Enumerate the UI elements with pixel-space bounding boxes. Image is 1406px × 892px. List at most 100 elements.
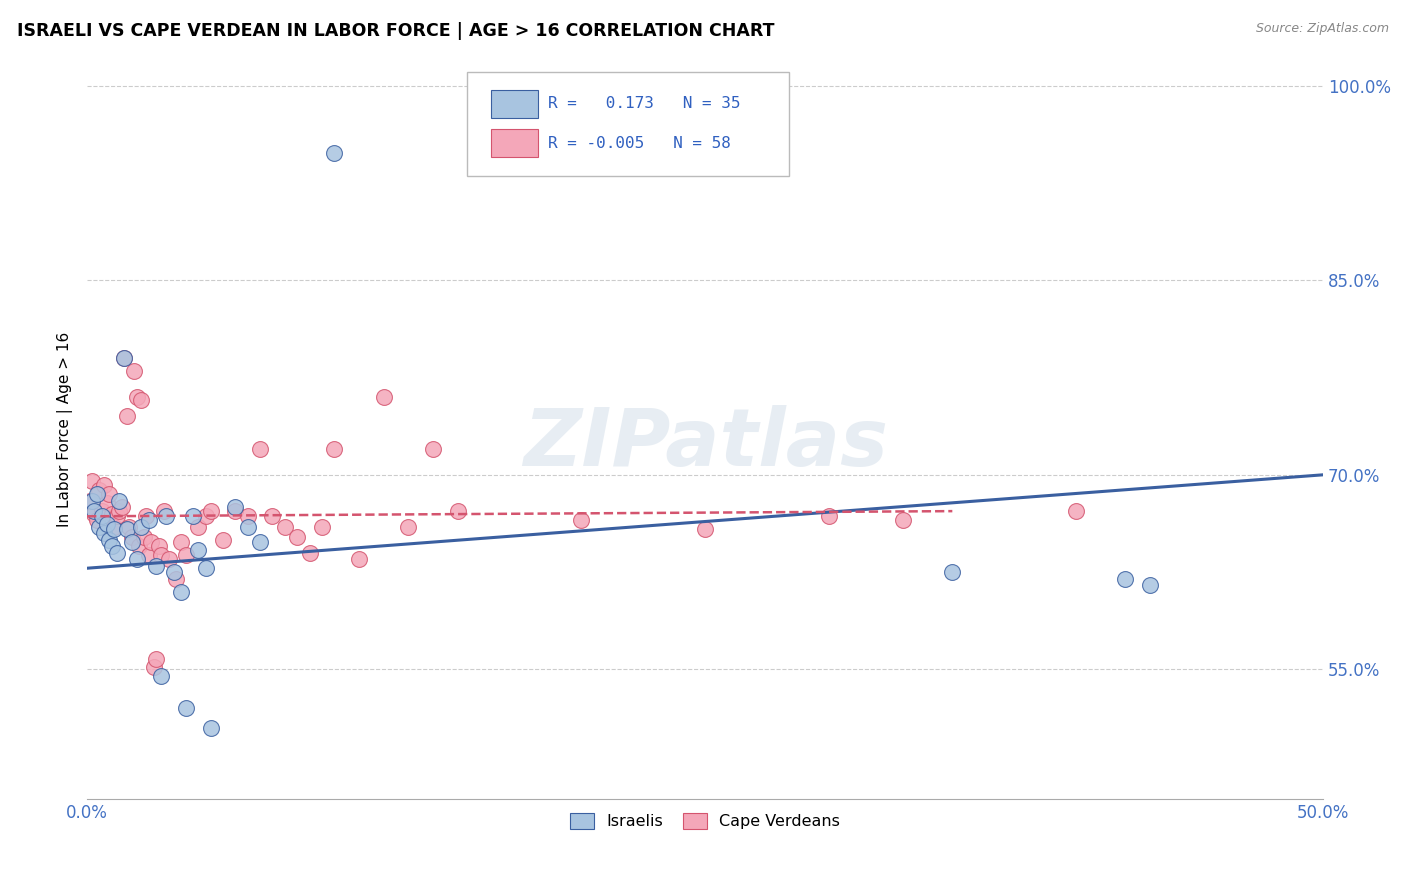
Point — [150, 548, 173, 562]
Point — [96, 517, 118, 532]
Point — [79, 493, 101, 508]
Text: R = -0.005   N = 58: R = -0.005 N = 58 — [548, 136, 731, 151]
Point — [112, 351, 135, 365]
Point — [174, 548, 197, 562]
Point — [323, 442, 346, 456]
Point — [96, 496, 118, 510]
Point — [122, 364, 145, 378]
Point — [817, 509, 839, 524]
Point — [373, 390, 395, 404]
FancyBboxPatch shape — [491, 129, 538, 157]
Point — [145, 558, 167, 573]
Point — [155, 509, 177, 524]
Point — [422, 442, 444, 456]
Point — [183, 509, 205, 524]
Point — [194, 509, 217, 524]
Point — [262, 509, 284, 524]
Point — [93, 526, 115, 541]
Point — [98, 487, 121, 501]
Point — [165, 572, 187, 586]
Point — [194, 561, 217, 575]
Point — [157, 552, 180, 566]
Point — [145, 652, 167, 666]
Point — [162, 565, 184, 579]
Point — [274, 519, 297, 533]
Point — [121, 530, 143, 544]
Point — [347, 552, 370, 566]
Point — [200, 504, 222, 518]
Point — [138, 548, 160, 562]
Point — [236, 519, 259, 533]
Point — [115, 409, 138, 424]
Text: ISRAELI VS CAPE VERDEAN IN LABOR FORCE | AGE > 16 CORRELATION CHART: ISRAELI VS CAPE VERDEAN IN LABOR FORCE |… — [17, 22, 775, 40]
Point — [98, 533, 121, 547]
Point — [152, 504, 174, 518]
Point — [118, 519, 141, 533]
Point — [249, 442, 271, 456]
Point — [212, 533, 235, 547]
Text: R =   0.173   N = 35: R = 0.173 N = 35 — [548, 96, 741, 112]
Point — [571, 513, 593, 527]
Y-axis label: In Labor Force | Age > 16: In Labor Force | Age > 16 — [58, 332, 73, 527]
Point — [93, 478, 115, 492]
Point — [131, 392, 153, 407]
Point — [224, 504, 246, 518]
Point — [141, 535, 163, 549]
Point — [101, 507, 124, 521]
Point — [224, 500, 246, 515]
Point — [105, 546, 128, 560]
Point — [125, 552, 148, 566]
Point — [941, 565, 963, 579]
Point — [86, 513, 108, 527]
Point — [138, 513, 160, 527]
Point — [80, 493, 103, 508]
Point — [150, 669, 173, 683]
Point — [693, 522, 716, 536]
Point — [142, 660, 165, 674]
Point — [83, 507, 105, 521]
Point — [90, 504, 112, 518]
Point — [108, 493, 131, 508]
Point — [112, 351, 135, 365]
Point — [103, 519, 125, 533]
Point — [148, 539, 170, 553]
Point — [187, 519, 209, 533]
Point — [132, 530, 155, 544]
Point — [101, 539, 124, 553]
Point — [200, 721, 222, 735]
Point — [311, 519, 333, 533]
Point — [170, 535, 193, 549]
Point — [89, 519, 111, 533]
Point — [121, 535, 143, 549]
Point — [115, 522, 138, 536]
Point — [187, 543, 209, 558]
Legend: Israelis, Cape Verdeans: Israelis, Cape Verdeans — [564, 806, 846, 836]
Point — [103, 522, 125, 536]
Point — [105, 509, 128, 524]
Text: Source: ZipAtlas.com: Source: ZipAtlas.com — [1256, 22, 1389, 36]
Point — [111, 500, 134, 515]
Point — [298, 546, 321, 560]
Point — [447, 504, 470, 518]
Point — [285, 530, 308, 544]
Point — [90, 509, 112, 524]
Point — [170, 584, 193, 599]
Point — [125, 390, 148, 404]
Point — [83, 504, 105, 518]
Point — [236, 509, 259, 524]
Point — [135, 509, 157, 524]
Point — [108, 504, 131, 518]
Text: ZIPatlas: ZIPatlas — [523, 405, 887, 483]
FancyBboxPatch shape — [491, 90, 538, 118]
Point — [86, 487, 108, 501]
Point — [128, 539, 150, 553]
Point — [80, 475, 103, 489]
Point — [1139, 578, 1161, 592]
Point — [131, 519, 153, 533]
Point — [891, 513, 914, 527]
Point — [398, 519, 420, 533]
Point — [1064, 504, 1087, 518]
Point — [323, 146, 346, 161]
Point — [1114, 572, 1136, 586]
FancyBboxPatch shape — [467, 72, 789, 177]
